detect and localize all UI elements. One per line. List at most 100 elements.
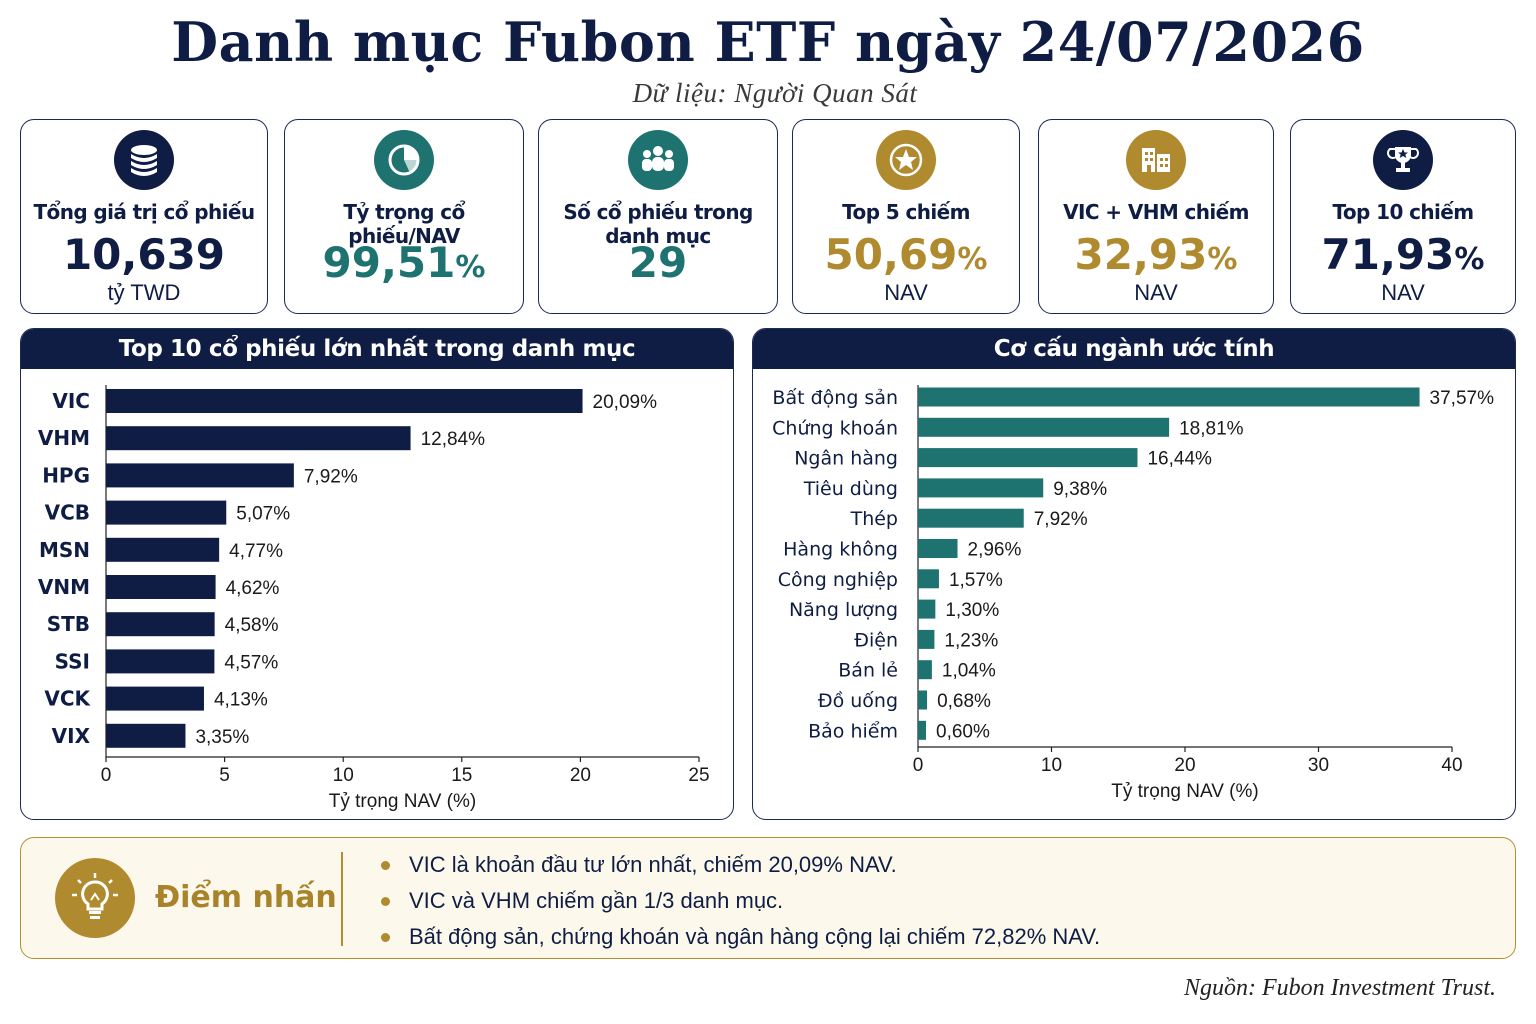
value-label: 18,81% (1179, 418, 1244, 439)
bar (106, 389, 583, 413)
category-label: SSI (55, 649, 90, 673)
kpi-unit: NAV (1134, 280, 1178, 305)
category-label: Bảo hiểm (808, 720, 898, 742)
kpi-value: 10,639 (62, 230, 226, 279)
category-label: VIX (52, 724, 91, 748)
bar (918, 690, 928, 710)
divider (341, 852, 343, 946)
pie-chart-icon (374, 130, 434, 190)
kpi-value: 71,93% (1321, 230, 1485, 279)
category-label: Năng lượng (789, 599, 898, 621)
bullet-dot-icon (381, 933, 390, 942)
x-axis-label: Tỷ trọng NAV (%) (1111, 781, 1258, 802)
bar (106, 575, 216, 599)
buildings-icon (1126, 130, 1186, 190)
value-label: 1,23% (944, 630, 998, 651)
kpi-value: 99,51% (322, 238, 486, 287)
value-label: 0,60% (936, 721, 990, 742)
bar (918, 660, 932, 680)
category-label: Công nghiệp (778, 569, 898, 591)
bar (918, 720, 927, 740)
x-tick-label: 0 (913, 755, 924, 776)
value-label: 1,57% (949, 570, 1003, 591)
value-label: 7,92% (1034, 509, 1088, 530)
top10-stocks-chart: 0 5 10 15 20 25 Tỷ trọng NAV (%) VIC 20,09% VHM 12… (38, 385, 710, 812)
trophy-icon (1373, 130, 1433, 190)
sector-allocation-chart: 0 10 20 30 40 Tỷ trọng NAV (%) Bất động sản 37,… (772, 385, 1495, 802)
value-label: 7,92% (304, 466, 358, 487)
source-note: Nguồn: Fubon Investment Trust. (1184, 975, 1496, 1001)
kpi-label: VIC + VHM chiếm (1063, 200, 1249, 224)
category-label: Bất động sản (772, 387, 898, 409)
category-label: VCK (44, 687, 91, 711)
kpi-label: Tổng giá trị cổ phiếu (33, 200, 256, 224)
kpi-card-top10: Top 10 chiếm 71,93% NAV (1290, 119, 1516, 314)
bar (918, 387, 1420, 407)
category-label: Bán lẻ (838, 660, 898, 682)
bullet-dot-icon (381, 897, 390, 906)
highlight-item: VIC và VHM chiếm gần 1/3 danh mục. (377, 886, 1100, 922)
kpi-label: Tỷ trọng cổ phiếu/NAV (343, 200, 465, 248)
top10-stocks-panel: Top 10 cổ phiếu lớn nhất trong danh mục … (20, 328, 734, 820)
value-label: 4,13% (214, 690, 268, 711)
kpi-unit: NAV (884, 280, 928, 305)
value-label: 4,62% (226, 578, 280, 599)
bar (106, 612, 215, 637)
category-label: MSN (39, 538, 90, 562)
x-tick-label: 20 (1174, 755, 1195, 776)
kpi-label: Top 5 chiếm (842, 200, 970, 224)
chart-title: Cơ cấu ngành ước tính (753, 329, 1515, 369)
value-label: 20,09% (593, 392, 658, 413)
category-label: Thép (850, 508, 898, 530)
x-tick-label: 25 (688, 765, 709, 786)
bar (918, 508, 1024, 528)
value-label: 4,77% (229, 541, 283, 562)
value-label: 37,57% (1430, 388, 1495, 409)
category-label: HPG (42, 463, 90, 487)
kpi-card-total-value: Tổng giá trị cổ phiếu 10,639 tỷ TWD (20, 119, 268, 314)
x-tick-label: 20 (570, 765, 591, 786)
category-label: STB (47, 612, 90, 636)
value-label: 9,38% (1053, 479, 1107, 500)
kpi-value: 29 (628, 238, 688, 287)
x-tick-label: 15 (451, 765, 472, 786)
value-label: 4,57% (224, 652, 278, 673)
bar (106, 649, 215, 674)
category-label: Đồ uống (818, 690, 898, 712)
chart-title: Top 10 cổ phiếu lớn nhất trong danh mục (21, 329, 733, 369)
x-tick-label: 10 (1041, 755, 1062, 776)
highlights-list: VIC là khoản đầu tư lớn nhất, chiếm 20,0… (377, 850, 1100, 958)
bullet-dot-icon (381, 861, 390, 870)
category-label: Hàng không (783, 539, 898, 561)
people-group-icon (628, 130, 688, 190)
star-icon (876, 130, 936, 190)
bar (918, 629, 935, 649)
kpi-card-vic-vhm: VIC + VHM chiếm 32,93% NAV (1038, 119, 1274, 314)
lightbulb-icon (55, 858, 135, 938)
bar (106, 686, 204, 711)
category-label: VHM (38, 426, 90, 450)
bar (918, 569, 939, 589)
bar (918, 448, 1138, 468)
category-label: Điện (854, 629, 898, 651)
value-label: 1,04% (942, 661, 996, 682)
kpi-label: Top 10 chiếm (1332, 200, 1475, 224)
bar (106, 723, 186, 748)
kpi-value: 50,69% (824, 230, 988, 279)
x-tick-label: 40 (1441, 755, 1462, 776)
value-label: 2,96% (968, 540, 1022, 561)
value-label: 12,84% (421, 429, 486, 450)
kpi-unit: NAV (1381, 280, 1425, 305)
kpi-card-stock-count: Số cổ phiếu trong danh mục 29 (538, 119, 778, 314)
value-label: 4,58% (225, 615, 279, 636)
category-label: Ngân hàng (794, 448, 898, 470)
bar (106, 463, 294, 488)
page-subtitle: Dữ liệu: Người Quan Sát (632, 78, 918, 108)
category-label: Chứng khoán (772, 417, 898, 439)
kpi-value: 32,93% (1074, 230, 1238, 279)
kpi-unit: tỷ TWD (107, 280, 181, 305)
highlights-box: Điểm nhấn VIC là khoản đầu tư lớn nhất, … (20, 837, 1516, 959)
x-axis-label: Tỷ trọng NAV (%) (329, 791, 476, 812)
x-tick-label: 30 (1308, 755, 1329, 776)
bar (918, 599, 936, 619)
